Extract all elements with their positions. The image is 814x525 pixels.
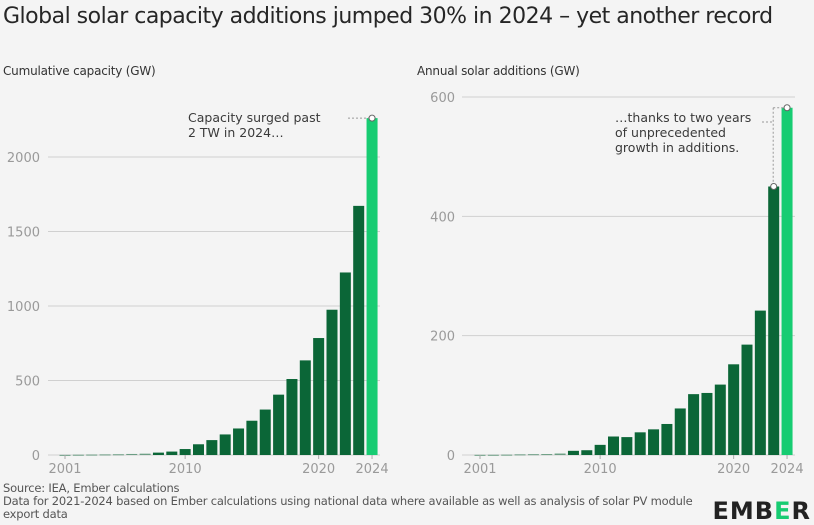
annotation-text: Capacity surged past xyxy=(188,110,321,125)
source-note: Source: IEA, Ember calculations xyxy=(3,481,180,495)
y-tick-label: 600 xyxy=(430,91,455,106)
y-tick-label: 1000 xyxy=(7,300,40,315)
right-chart-subtitle: Annual solar additions (GW) xyxy=(417,64,580,78)
logo-suffix: R xyxy=(791,497,811,525)
bar-2016 xyxy=(674,408,686,455)
bar-2019 xyxy=(299,360,311,455)
bar-2019 xyxy=(714,384,726,455)
bar-2006 xyxy=(126,453,138,455)
annotation-marker xyxy=(770,183,778,190)
bar-2002 xyxy=(72,454,84,456)
annotation-text: 2 TW in 2024… xyxy=(188,125,284,140)
bar-2015 xyxy=(661,423,673,455)
x-tick-label: 2001 xyxy=(48,462,81,477)
left-chart-subtitle: Cumulative capacity (GW) xyxy=(3,64,156,78)
y-tick-label: 200 xyxy=(430,330,455,345)
bar-2014 xyxy=(648,429,660,455)
bar-2018 xyxy=(701,392,713,455)
bar-2013 xyxy=(219,434,231,455)
bar-2010 xyxy=(594,444,606,455)
y-tick-label: 2000 xyxy=(7,151,40,166)
bar-2004 xyxy=(99,454,111,456)
x-tick-label: 2010 xyxy=(169,462,202,477)
logo-accent: E xyxy=(774,497,792,525)
bar-2013 xyxy=(634,432,646,455)
bar-2003 xyxy=(501,454,513,456)
bar-2021 xyxy=(741,344,753,455)
footer: Source: IEA, Ember calculations Data for… xyxy=(3,482,703,521)
bar-2004 xyxy=(514,454,526,456)
y-tick-label: 500 xyxy=(15,375,40,390)
methodology-note: Data for 2021-2024 based on Ember calcul… xyxy=(3,494,693,521)
bar-2016 xyxy=(259,409,271,455)
bar-2017 xyxy=(273,394,285,455)
annotation-marker xyxy=(783,104,791,112)
bar-2022 xyxy=(754,310,766,455)
x-tick-label: 2024 xyxy=(356,462,389,477)
y-tick-label: 1500 xyxy=(7,226,40,241)
chart-title: Global solar capacity additions jumped 3… xyxy=(3,4,773,29)
bar-2020 xyxy=(313,338,325,455)
bar-2015 xyxy=(246,420,258,455)
y-tick-label: 0 xyxy=(447,449,455,464)
bar-2011 xyxy=(193,444,204,455)
bar-2009 xyxy=(581,450,593,455)
annotation-text: growth in additions. xyxy=(615,140,739,155)
bar-2006 xyxy=(541,454,553,456)
bar-2017 xyxy=(688,394,700,455)
x-tick-label: 2001 xyxy=(463,462,496,477)
bar-2021 xyxy=(326,309,338,455)
bar-2008 xyxy=(152,452,164,455)
bar-2005 xyxy=(112,454,124,456)
x-tick-label: 2010 xyxy=(584,462,617,477)
bar-2023 xyxy=(768,186,780,455)
x-tick-label: 2024 xyxy=(771,462,804,477)
y-tick-label: 0 xyxy=(32,449,40,464)
bar-2020 xyxy=(728,364,740,455)
bar-2012 xyxy=(206,440,218,455)
bar-2024 xyxy=(781,107,793,456)
logo-prefix: EMB xyxy=(712,497,775,525)
annotation-text: of unprecedented xyxy=(615,125,726,140)
bar-2011 xyxy=(608,436,619,455)
bar-2014 xyxy=(233,428,245,455)
bar-2012 xyxy=(621,437,633,455)
bar-2022 xyxy=(339,272,351,455)
bar-2003 xyxy=(86,454,98,456)
cumulative-capacity-chart: 0 500 1000 1500 2000 2001 2010 2020 2024 Capacity… xyxy=(7,110,389,477)
bar-2023 xyxy=(353,205,365,455)
ember-logo: EMBER xyxy=(713,497,811,525)
x-tick-label: 2020 xyxy=(717,462,750,477)
x-tick-label: 2020 xyxy=(302,462,335,477)
annotation-text: …thanks to two years xyxy=(615,110,751,125)
bar-2007 xyxy=(139,453,151,455)
bar-2024 xyxy=(366,118,378,456)
annotation-marker xyxy=(368,114,376,122)
bar-2010 xyxy=(179,449,191,455)
annual-additions-chart: 0 200 400 600 2001 2010 2020 2024 …thanks to two… xyxy=(430,91,803,477)
bar-2018 xyxy=(286,379,298,455)
bar-2007 xyxy=(554,453,566,455)
bar-2008 xyxy=(567,450,579,455)
bar-2002 xyxy=(487,454,499,456)
y-tick-label: 400 xyxy=(430,210,455,225)
bar-2005 xyxy=(527,454,539,456)
bar-2009 xyxy=(166,451,178,455)
